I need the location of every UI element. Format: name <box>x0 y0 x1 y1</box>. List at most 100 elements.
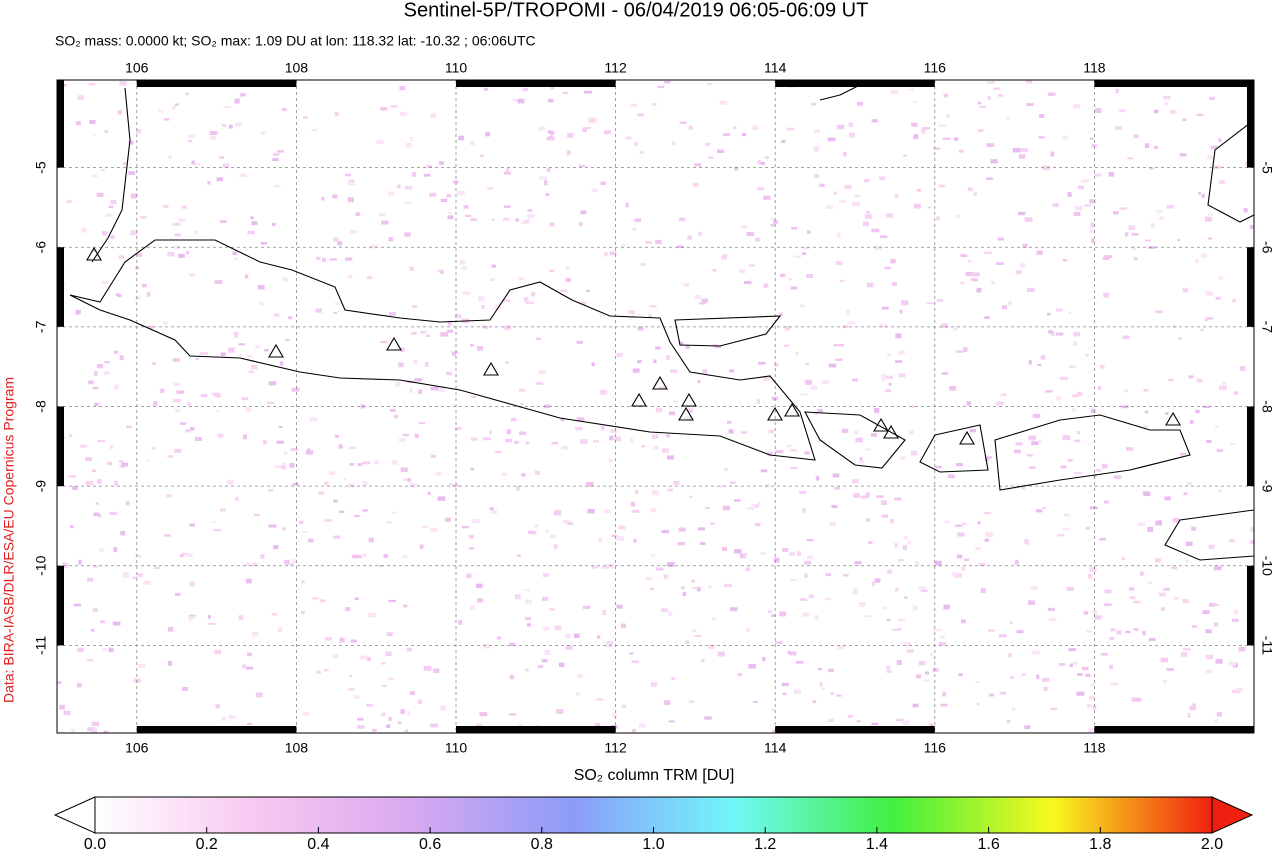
speckle <box>1115 88 1119 94</box>
speckle <box>388 716 392 721</box>
speckle <box>1162 680 1167 684</box>
speckle <box>748 264 755 267</box>
speckle <box>886 669 892 673</box>
speckle <box>655 567 664 571</box>
speckle <box>954 573 962 578</box>
frame-bars <box>57 80 1254 733</box>
speckle <box>847 714 854 719</box>
speckle <box>291 387 300 392</box>
speckle <box>1149 167 1154 170</box>
frame-bar <box>775 726 935 733</box>
speckle <box>347 688 355 691</box>
speckle <box>235 496 239 501</box>
speckle <box>692 629 697 633</box>
speckle <box>1207 155 1214 160</box>
speckle <box>93 512 100 516</box>
speckle <box>595 722 601 727</box>
speckle <box>899 309 903 314</box>
speckle <box>409 482 416 488</box>
speckle <box>549 222 555 227</box>
speckle <box>936 216 940 221</box>
speckle <box>960 281 965 285</box>
speckle <box>1063 513 1071 517</box>
speckle <box>1062 135 1068 140</box>
speckle <box>741 225 748 229</box>
speckle <box>923 679 930 682</box>
speckle <box>93 565 99 568</box>
speckle <box>998 633 1007 638</box>
speckle <box>433 668 440 674</box>
speckle <box>902 720 910 725</box>
speckle <box>1089 229 1095 234</box>
speckle <box>137 253 142 257</box>
speckle <box>1066 586 1074 591</box>
colorbar-tick-label: 1.2 <box>754 836 776 853</box>
coast-madura <box>674 315 782 347</box>
speckle <box>1006 719 1011 724</box>
speckle <box>1202 610 1210 615</box>
speckle <box>1187 713 1191 718</box>
speckle <box>596 698 604 701</box>
speckle <box>1036 250 1043 255</box>
speckle <box>1088 728 1096 733</box>
speckle <box>842 573 849 577</box>
speckle <box>1072 340 1078 346</box>
speckle <box>1216 712 1222 717</box>
speckle <box>1200 328 1204 331</box>
speckle <box>879 235 888 239</box>
speckle <box>219 156 225 159</box>
speckle <box>292 559 297 564</box>
speckle <box>94 402 99 406</box>
speckle <box>404 186 413 190</box>
speckle <box>390 105 398 108</box>
speckle <box>1206 439 1212 443</box>
speckle <box>1182 598 1189 604</box>
speckle <box>944 520 950 524</box>
speckle <box>797 551 801 556</box>
speckle <box>854 194 861 198</box>
speckle <box>424 173 431 177</box>
speckle <box>942 137 951 140</box>
speckle <box>988 455 993 459</box>
x-tick-label-top: 112 <box>604 60 627 76</box>
speckle <box>1068 365 1076 368</box>
colorbar-tick-label: 0.4 <box>307 836 329 853</box>
speckle <box>281 108 287 111</box>
speckle <box>324 519 333 522</box>
speckle <box>444 517 451 522</box>
speckle <box>1161 607 1165 611</box>
speckle <box>118 255 124 259</box>
speckle <box>1015 442 1023 446</box>
speckle <box>185 429 191 433</box>
speckle <box>470 218 477 222</box>
speckle <box>332 194 338 199</box>
speckle <box>1216 449 1223 452</box>
speckle <box>1231 618 1239 622</box>
speckle <box>852 478 859 484</box>
speckle <box>312 597 319 600</box>
speckle <box>468 535 474 539</box>
speckle <box>147 291 151 297</box>
speckle <box>1103 603 1112 606</box>
speckle <box>452 352 457 356</box>
map-area <box>57 80 1254 733</box>
speckle <box>1089 567 1097 572</box>
speckle <box>782 692 787 696</box>
speckle <box>388 191 395 196</box>
speckle <box>699 302 706 305</box>
speckle <box>764 155 769 160</box>
speckle <box>897 627 902 631</box>
speckle <box>362 509 368 512</box>
speckle <box>549 269 555 273</box>
speckle <box>1027 600 1036 605</box>
speckle <box>343 477 347 481</box>
speckle <box>712 617 717 621</box>
speckle <box>527 213 535 219</box>
speckle <box>113 547 118 553</box>
speckle <box>1020 148 1028 152</box>
speckle <box>790 466 798 470</box>
speckle <box>770 224 775 227</box>
speckle <box>1072 394 1079 398</box>
speckle <box>757 187 764 191</box>
speckle <box>420 330 427 334</box>
